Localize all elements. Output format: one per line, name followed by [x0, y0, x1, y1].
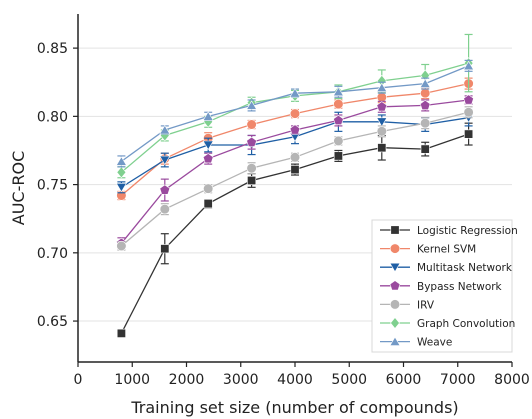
data-point	[202, 111, 214, 121]
legend-marker	[389, 336, 401, 346]
data-point	[289, 124, 301, 135]
series-irv	[116, 106, 474, 252]
data-point	[115, 156, 127, 166]
x-tick-label: 2000	[169, 372, 205, 388]
data-point	[464, 129, 474, 139]
data-point	[246, 163, 257, 174]
data-point	[290, 165, 300, 175]
data-point	[116, 240, 127, 252]
data-point	[289, 108, 301, 119]
y-tick-label: 0.70	[37, 246, 68, 262]
data-point	[289, 88, 301, 98]
y-axis-title: AUC-ROC	[9, 151, 28, 225]
legend-marker	[390, 225, 400, 235]
legend-label: Weave	[417, 337, 452, 349]
y-tick-label: 0.75	[37, 178, 68, 194]
legend: Logistic Regression Kernel SVM Multitask N…	[371, 219, 518, 353]
y-ticks: 0.65 0.70 0.75 0.80 0.85	[37, 41, 78, 330]
series-multitask-network	[115, 108, 475, 194]
data-point	[463, 94, 474, 105]
data-point	[116, 328, 126, 338]
data-point	[463, 60, 475, 71]
x-tick-label: 4000	[277, 372, 313, 388]
legend-label: Kernel SVM	[417, 244, 476, 256]
x-tick-label: 1000	[114, 372, 150, 388]
x-tick-label: 6000	[386, 372, 422, 388]
x-ticks: 0 1000 2000 3000 4000 5000 6000 7000 8000	[74, 362, 530, 388]
data-point	[420, 144, 430, 154]
legend-marker	[389, 280, 401, 291]
data-point	[246, 100, 258, 110]
data-point	[332, 86, 344, 97]
legend-label: Graph Convolution	[417, 318, 515, 330]
data-point	[420, 118, 431, 129]
data-point	[159, 124, 171, 135]
series-group	[115, 33, 475, 338]
data-point	[160, 244, 170, 254]
x-axis-title: Training set size (number of compounds)	[130, 398, 458, 417]
x-tick-label: 8000	[494, 372, 530, 388]
data-point	[419, 99, 431, 110]
data-point	[203, 183, 214, 194]
data-point	[419, 78, 431, 88]
y-tick-label: 0.80	[37, 109, 68, 125]
data-point	[376, 92, 387, 103]
data-point	[420, 88, 431, 99]
legend-marker	[389, 262, 401, 273]
series-weave	[115, 59, 475, 168]
y-tick-label: 0.65	[37, 314, 68, 330]
x-tick-label: 0	[74, 372, 83, 388]
data-point	[376, 117, 388, 127]
legend-label: IRV	[417, 299, 435, 311]
legend-marker	[389, 243, 401, 254]
x-tick-label: 3000	[223, 372, 259, 388]
data-point	[246, 119, 257, 130]
legend-label: Logistic Regression	[417, 225, 518, 237]
data-point	[376, 101, 388, 112]
data-point	[116, 166, 127, 179]
legend-marker	[389, 299, 401, 310]
data-point	[463, 107, 474, 118]
data-point	[159, 155, 171, 166]
legend-label: Multitask Network	[417, 262, 513, 274]
data-point	[333, 135, 344, 147]
data-point	[115, 183, 127, 193]
data-point	[203, 199, 213, 209]
data-point	[289, 152, 301, 163]
data-point	[377, 143, 387, 153]
data-point	[159, 184, 171, 195]
data-point	[202, 153, 214, 164]
data-point	[247, 175, 257, 185]
y-tick-label: 0.85	[37, 41, 68, 57]
data-point	[376, 82, 388, 92]
legend-label: Bypass Network	[417, 281, 503, 293]
x-tick-label: 7000	[440, 372, 476, 388]
data-point	[246, 136, 257, 147]
data-point	[333, 151, 343, 161]
x-tick-label: 5000	[331, 372, 367, 388]
legend-marker	[390, 317, 400, 329]
data-point	[333, 98, 344, 110]
data-point	[202, 140, 214, 151]
data-point	[376, 126, 387, 137]
data-point	[333, 114, 344, 125]
data-point	[159, 204, 170, 215]
